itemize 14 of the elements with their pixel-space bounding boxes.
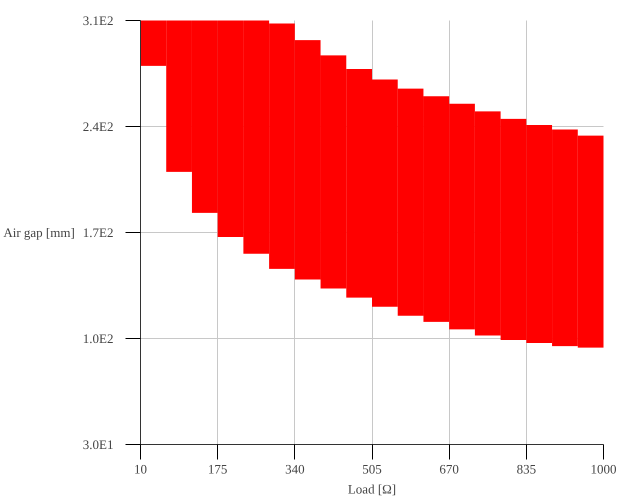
y-tick-label: 2.4E2 <box>82 119 114 134</box>
x-tick-label: 1000 <box>590 462 616 476</box>
x-tick-label: 835 <box>516 462 536 476</box>
x-axis-title: Load [Ω] <box>348 482 396 496</box>
x-tick-label: 505 <box>362 462 382 476</box>
x-tick-label: 175 <box>208 462 228 476</box>
y-tick-label: 1.7E2 <box>82 225 114 240</box>
x-tick-label: 340 <box>285 462 305 476</box>
y-tick-label: 3.1E2 <box>82 13 114 28</box>
x-tick-label: 10 <box>134 462 147 476</box>
y-tick-label: 1.0E2 <box>82 331 114 346</box>
y-axis-title: Air gap [mm] <box>3 225 75 240</box>
y-tick-label: 3.0E1 <box>82 437 114 452</box>
x-tick-label: 670 <box>439 462 459 476</box>
